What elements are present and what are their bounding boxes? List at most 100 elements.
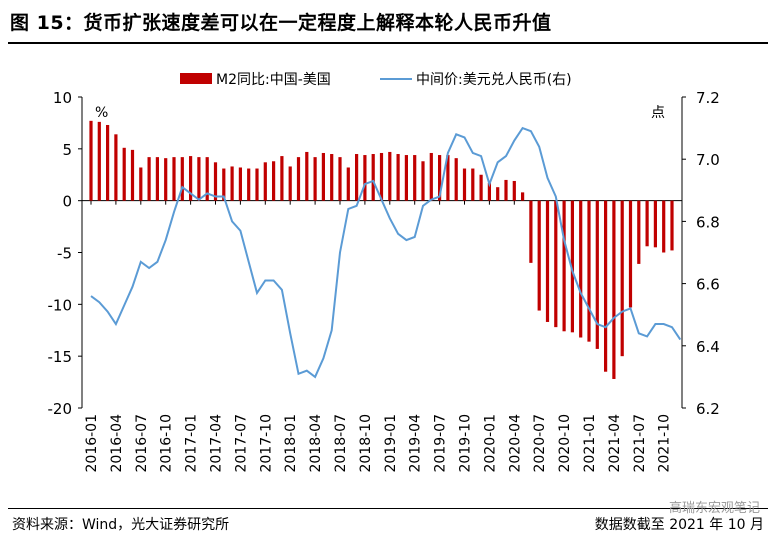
m2-diff-bar bbox=[421, 161, 425, 201]
cny-fixing-line bbox=[90, 126, 682, 379]
m2-diff-bar bbox=[363, 155, 367, 201]
m2-diff-bar bbox=[379, 152, 384, 201]
as-of-note: 数据数截至 2021 年 10 月 bbox=[594, 517, 764, 533]
watermark: 高瑞东宏观笔记 bbox=[668, 501, 760, 516]
m2-diff-bar bbox=[670, 200, 674, 251]
right-tick-label: 7.0 bbox=[696, 151, 720, 169]
m2-diff-bar bbox=[521, 192, 525, 201]
m2-diff-bar bbox=[346, 167, 350, 201]
m2-diff-bar bbox=[222, 168, 226, 201]
m2-diff-bar bbox=[570, 200, 574, 333]
m2-diff-bar bbox=[504, 179, 508, 201]
m2-diff-bar bbox=[496, 187, 500, 201]
m2-diff-bar bbox=[272, 161, 276, 201]
left-axis-unit: % bbox=[95, 105, 108, 121]
m2-diff-bar bbox=[371, 154, 375, 201]
m2-diff-bar bbox=[205, 157, 209, 201]
m2-diff-bar bbox=[645, 200, 649, 247]
right-tick-label: 7.2 bbox=[696, 89, 720, 107]
left-tick-label: -20 bbox=[48, 400, 73, 418]
left-tick-label: 10 bbox=[53, 89, 72, 107]
x-tick-label: 2018-07 bbox=[333, 414, 349, 473]
m2-diff-bar bbox=[487, 183, 491, 201]
m2-diff-bar bbox=[620, 200, 624, 357]
m2-diff-bar bbox=[89, 120, 93, 201]
m2-diff-bar bbox=[537, 200, 541, 311]
m2-diff-bar bbox=[155, 157, 159, 201]
m2-diff-bar bbox=[545, 200, 550, 322]
x-tick-label: 2019-10 bbox=[458, 414, 474, 473]
m2-diff-bar bbox=[404, 155, 408, 201]
m2-diff-bar bbox=[628, 200, 633, 308]
m2-diff-bar bbox=[355, 154, 359, 201]
m2-diff-bar bbox=[280, 156, 284, 201]
m2-diff-bar bbox=[529, 200, 533, 263]
m2-diff-bar bbox=[313, 157, 317, 201]
x-tick-label: 2019-04 bbox=[408, 414, 424, 473]
m2-diff-bar bbox=[587, 200, 591, 342]
legend-bar-swatch bbox=[180, 73, 212, 84]
m2-diff-bar bbox=[189, 156, 193, 201]
m2-diff-bar bbox=[114, 134, 118, 201]
m2-diff-bar bbox=[662, 200, 666, 253]
left-tick-label: -5 bbox=[57, 245, 72, 263]
legend-line-label: 中间价:美元兑人民币(右) bbox=[416, 72, 572, 88]
m2-diff-bar bbox=[479, 174, 483, 201]
m2-diff-bar bbox=[147, 157, 151, 201]
m2-diff-bar bbox=[388, 151, 392, 201]
x-tick-label: 2016-04 bbox=[109, 414, 125, 473]
source-note: 资料来源：Wind，光大证券研究所 bbox=[12, 517, 230, 533]
m2-diff-bar bbox=[238, 167, 242, 201]
m2-diff-bar bbox=[164, 158, 168, 201]
m2-diff-bar bbox=[653, 200, 657, 248]
x-tick-label: 2018-10 bbox=[358, 414, 374, 473]
m2-diff-bar bbox=[255, 168, 259, 201]
m2-diff-bar bbox=[396, 154, 400, 201]
x-tick-label: 2016-01 bbox=[84, 414, 100, 473]
right-axis-unit: 点 bbox=[651, 105, 665, 121]
m2-diff-bar bbox=[604, 200, 608, 372]
m2-diff-bar bbox=[612, 200, 616, 379]
m2-diff-bar bbox=[512, 180, 516, 201]
x-tick-label: 2021-10 bbox=[657, 414, 673, 473]
m2-diff-bar bbox=[305, 151, 309, 201]
x-tick-label: 2018-04 bbox=[308, 414, 324, 473]
right-tick-label: 6.2 bbox=[696, 400, 720, 418]
right-tick-label: 6.4 bbox=[696, 338, 720, 356]
m2-diff-bar bbox=[247, 168, 251, 201]
x-tick-label: 2020-10 bbox=[557, 414, 573, 473]
x-tick-label: 2021-01 bbox=[582, 414, 598, 473]
m2-diff-bar bbox=[296, 157, 301, 201]
m2-diff-bar bbox=[471, 168, 475, 201]
left-tick-label: -10 bbox=[48, 296, 73, 314]
m2-diff-bar bbox=[180, 157, 184, 201]
x-tick-label: 2019-07 bbox=[433, 414, 449, 473]
right-tick-label: 6.8 bbox=[696, 213, 720, 231]
m2-diff-bar bbox=[97, 121, 101, 201]
x-tick-label: 2020-07 bbox=[532, 414, 548, 473]
m2-diff-bar bbox=[139, 167, 143, 201]
m2-diff-bar bbox=[263, 162, 267, 201]
m2-diff-bar bbox=[579, 200, 583, 338]
title-rule bbox=[8, 42, 768, 44]
x-tick-label: 2018-01 bbox=[283, 414, 299, 473]
footer-rule bbox=[8, 508, 768, 509]
left-tick-label: 0 bbox=[62, 193, 72, 211]
m2-diff-bar bbox=[338, 157, 342, 201]
m2-diff-bar bbox=[637, 200, 641, 264]
x-tick-label: 2021-07 bbox=[632, 414, 648, 473]
m2-diff-bar bbox=[554, 200, 558, 328]
m2-diff-bar bbox=[454, 158, 458, 201]
x-tick-label: 2020-01 bbox=[482, 414, 498, 473]
x-tick-label: 2019-01 bbox=[383, 414, 399, 473]
x-tick-label: 2020-04 bbox=[507, 414, 523, 473]
m2-diff-bar bbox=[230, 166, 234, 201]
m2-diff-bar bbox=[106, 124, 110, 201]
m2-diff-bar bbox=[122, 147, 126, 201]
left-tick-label: -15 bbox=[48, 348, 73, 366]
m2-diff-bar bbox=[429, 152, 433, 201]
m2-diff-bar bbox=[438, 155, 442, 201]
m2-diff-bar bbox=[130, 149, 135, 201]
left-tick-label: 5 bbox=[62, 141, 72, 159]
x-tick-label: 2016-07 bbox=[134, 414, 150, 473]
